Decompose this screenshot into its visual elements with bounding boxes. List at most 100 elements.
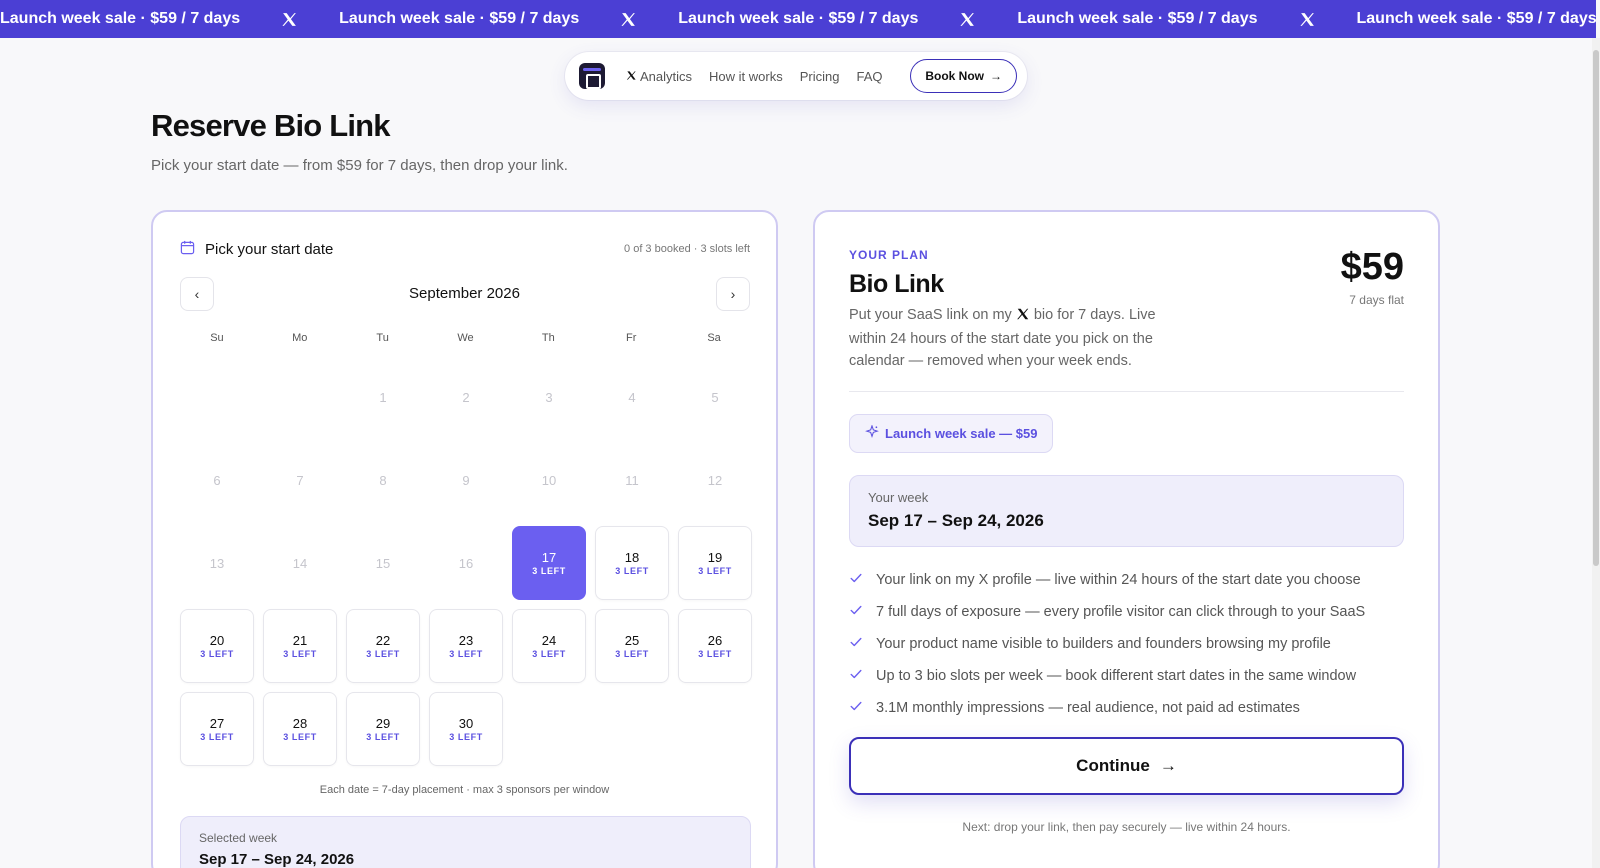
prev-month-button[interactable]: ‹: [180, 277, 214, 311]
check-icon: [849, 603, 863, 621]
calendar-day-12: 12: [678, 443, 752, 517]
nav-link-faq[interactable]: FAQ: [856, 68, 883, 84]
marquee-text: Launch week sale · $59 / 7 days: [1356, 10, 1597, 27]
feature-item: Up to 3 bio slots per week — book differ…: [849, 660, 1365, 692]
nav-link-pricing[interactable]: Pricing: [799, 68, 840, 84]
day-number: 13: [209, 555, 225, 571]
day-number: 19: [707, 550, 723, 565]
continue-button[interactable]: Continue →: [849, 737, 1404, 795]
calendar-day-18[interactable]: 18 3 LEFT: [595, 526, 669, 600]
feature-item: 3.1M monthly impressions — real audience…: [849, 692, 1365, 724]
day-number: 2: [462, 389, 470, 405]
book-now-label: Book Now: [925, 69, 984, 83]
your-week-value: Sep 17 – Sep 24, 2026: [868, 511, 1044, 530]
calendar-day-26[interactable]: 26 3 LEFT: [678, 609, 752, 683]
nav-link-how-it-works[interactable]: How it works: [709, 68, 783, 84]
x-logo-icon: [620, 11, 637, 28]
calendar-day-16: 16: [429, 526, 503, 600]
marquee-text: Launch week sale · $59 / 7 days: [1017, 10, 1258, 27]
calendar-day-3: 3: [512, 360, 586, 434]
feature-item: Your link on my X profile — live within …: [849, 564, 1365, 596]
day-number: 22: [375, 633, 391, 648]
book-now-button[interactable]: Book Now →: [910, 59, 1017, 93]
day-number: 7: [296, 472, 304, 488]
page-scrollbar[interactable]: [1592, 38, 1600, 868]
calendar-day-6: 6: [180, 443, 254, 517]
chevron-left-icon: ‹: [194, 286, 200, 302]
calendar-day-25[interactable]: 25 3 LEFT: [595, 609, 669, 683]
check-icon: [849, 571, 863, 589]
weekday-label: We: [457, 332, 474, 344]
slots-left-label: 3 LEFT: [532, 566, 566, 576]
promo-marquee: Launch week sale · $59 / 7 days Launch we…: [0, 0, 1596, 38]
calendar-day-24[interactable]: 24 3 LEFT: [512, 609, 586, 683]
page-title: Reserve Bio Link: [151, 108, 391, 143]
day-number: 5: [711, 389, 719, 405]
next-month-button[interactable]: ›: [716, 277, 750, 311]
calendar-day-23[interactable]: 23 3 LEFT: [429, 609, 503, 683]
calendar-day-28[interactable]: 28 3 LEFT: [263, 692, 337, 766]
day-number: 3: [545, 389, 553, 405]
calendar-day-30[interactable]: 30 3 LEFT: [429, 692, 503, 766]
calendar-day-7: 7: [263, 443, 337, 517]
day-number: 26: [707, 633, 723, 648]
plan-name: Bio Link: [849, 270, 944, 298]
marquee-text: Launch week sale · $59 / 7 days: [0, 10, 241, 27]
marquee-item: Launch week sale · $59 / 7 days: [678, 10, 1017, 28]
marquee-item: Launch week sale · $59 / 7 days: [0, 10, 339, 28]
marquee-item: Launch week sale · $59 / 7 days: [339, 10, 678, 28]
day-number: 15: [375, 555, 391, 571]
calendar-day-11: 11: [595, 443, 669, 517]
calendar-logo-icon[interactable]: [579, 63, 605, 89]
calendar-day-17[interactable]: 17 3 LEFT: [512, 526, 586, 600]
calendar-day-27[interactable]: 27 3 LEFT: [180, 692, 254, 766]
slots-left-label: 3 LEFT: [200, 732, 234, 742]
day-number: 25: [624, 633, 640, 648]
calendar-icon: [180, 240, 195, 259]
selected-week-label: Selected week: [199, 831, 278, 845]
day-number: 14: [292, 555, 308, 571]
scrollbar-thumb[interactable]: [1593, 50, 1599, 566]
continue-label: Continue: [1076, 756, 1150, 775]
calendar-day-19[interactable]: 19 3 LEFT: [678, 526, 752, 600]
your-week-box: Your week Sep 17 – Sep 24, 2026: [849, 475, 1404, 547]
day-number: 21: [292, 633, 308, 648]
calendar-day-20[interactable]: 20 3 LEFT: [180, 609, 254, 683]
nav-link-analytics[interactable]: Analytics: [626, 69, 692, 84]
x-logo-icon: [281, 11, 298, 28]
arrow-right-icon: →: [1159, 756, 1177, 775]
calendar-day-22[interactable]: 22 3 LEFT: [346, 609, 420, 683]
day-number: 30: [458, 716, 474, 731]
day-number: 8: [379, 472, 387, 488]
slots-left-label: 3 LEFT: [283, 732, 317, 742]
feature-item: Your product name visible to builders an…: [849, 628, 1365, 660]
feature-text: Up to 3 bio slots per week — book differ…: [876, 668, 1357, 684]
x-logo-icon: [959, 11, 976, 28]
slots-left-label: 3 LEFT: [283, 649, 317, 659]
feature-list: Your link on my X profile — live within …: [849, 564, 1365, 724]
calendar-day-21[interactable]: 21 3 LEFT: [263, 609, 337, 683]
calendar-days-grid: 1 2 3 4 5 6 7 8 9 10 11 12 13 14 15 16 17 3 LEFT 18 3 LEFT 1…: [180, 360, 752, 766]
day-number: 6: [213, 472, 221, 488]
calendar-day-1: 1: [346, 360, 420, 434]
plan-price: $59: [1340, 246, 1404, 288]
marquee-text: Launch week sale · $59 / 7 days: [678, 10, 919, 27]
day-number: 23: [458, 633, 474, 648]
weekday-label: Tu: [376, 332, 389, 344]
calendar-card: Pick your start date 0 of 3 booked · 3 s…: [151, 210, 778, 868]
calendar-day-29[interactable]: 29 3 LEFT: [346, 692, 420, 766]
slots-left-label: 3 LEFT: [615, 566, 649, 576]
slots-left-label: 3 LEFT: [366, 649, 400, 659]
sale-chip-label: Launch week sale — $59: [885, 426, 1038, 441]
day-number: 20: [209, 633, 225, 648]
slots-left-label: 3 LEFT: [698, 566, 732, 576]
top-nav: Analytics How it works Pricing FAQ Book …: [565, 52, 1027, 100]
calendar-day-14: 14: [263, 526, 337, 600]
day-number: 28: [292, 716, 308, 731]
weekday-header: Su Mo Tu We Th Fr Sa: [180, 332, 751, 344]
calendar-heading-label: Pick your start date: [205, 241, 334, 258]
slots-left-label: 3 LEFT: [698, 649, 732, 659]
calendar-day-5: 5: [678, 360, 752, 434]
check-icon: [849, 699, 863, 717]
selected-week-box: Selected week Sep 17 – Sep 24, 2026: [180, 816, 751, 868]
